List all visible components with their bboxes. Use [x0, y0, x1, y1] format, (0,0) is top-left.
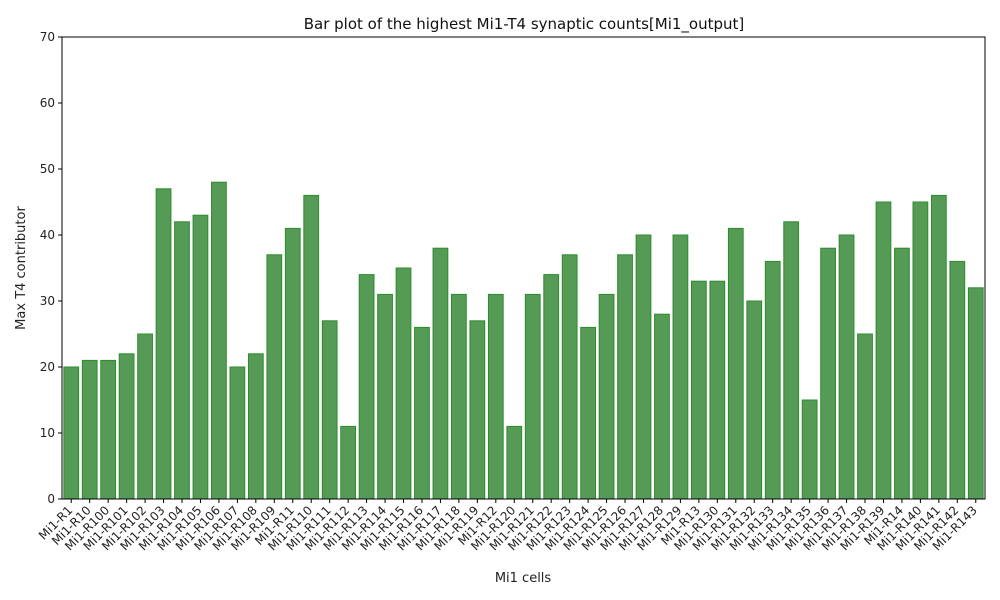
bar-Mi1-R134 [783, 221, 800, 500]
y-axis-label: Max T4 contributor [14, 206, 29, 330]
bar-Mi1-R126 [617, 254, 633, 500]
y-tick-label: 20 [40, 360, 55, 374]
bar-Mi1-R129 [672, 234, 689, 500]
bar-Mi1-R113 [358, 274, 375, 500]
bar-Mi1-R103 [155, 188, 172, 500]
bar-Mi1-R11 [284, 227, 301, 500]
y-tick-label: 10 [40, 426, 55, 440]
bar-Mi1-R121 [524, 293, 541, 500]
bar-Mi1-R131 [727, 227, 744, 500]
bar-Mi1-R114 [377, 293, 393, 500]
y-axis: 0 10 20 30 40 50 60 70 [40, 30, 62, 506]
bar-Mi1-R139 [875, 201, 892, 500]
bar-Mi1-R13 [690, 280, 707, 500]
y-tick-label: 30 [40, 294, 55, 308]
bar-Mi1-R101 [118, 353, 135, 500]
bar-Mi1-R108 [247, 353, 264, 500]
bar-Mi1-R141 [930, 194, 947, 500]
bar-Mi1-R112 [340, 425, 357, 500]
bar-Mi1-R117 [432, 247, 449, 500]
bar-Mi1-R135 [801, 399, 818, 500]
bar-Mi1-R102 [137, 333, 153, 500]
y-tick-label: 0 [47, 492, 55, 506]
bar-Mi1-R105 [192, 214, 209, 500]
bar-Mi1-R119 [469, 320, 486, 500]
bar-Mi1-R107 [229, 366, 246, 500]
bar-Mi1-R12 [487, 293, 504, 500]
x-axis: Mi1-R1Mi1-R10Mi1-R100Mi1-R101Mi1-R102Mi1… [36, 499, 980, 553]
bar-Mi1-R115 [395, 267, 412, 500]
bar-Mi1-R138 [857, 333, 873, 500]
chart-title: Bar plot of the highest Mi1-T4 synaptic … [304, 15, 745, 34]
bar-Mi1-R130 [709, 280, 726, 500]
bar-Mi1-R111 [321, 320, 338, 500]
bar-Mi1-R10 [81, 359, 98, 500]
bar-Mi1-R106 [211, 181, 227, 500]
plot-frame [61, 36, 986, 500]
bar-Mi1-R110 [303, 194, 320, 500]
bar-Mi1-R104 [174, 221, 190, 500]
y-tick-label: 50 [40, 162, 55, 176]
bar-Mi1-R14 [894, 247, 910, 500]
bar-Mi1-R123 [561, 254, 578, 500]
y-tick-label: 70 [40, 30, 55, 44]
bar-Mi1-R132 [746, 300, 763, 500]
bar-Mi1-R100 [100, 359, 117, 500]
bar-Mi1-R125 [598, 293, 615, 500]
bar-Mi1-R109 [266, 254, 283, 500]
bar-Mi1-R118 [451, 293, 467, 500]
bar-Mi1-R124 [580, 326, 596, 500]
bar-Mi1-R136 [820, 247, 836, 500]
bar-Mi1-R116 [414, 326, 430, 500]
x-axis-label: Mi1 cells [495, 571, 552, 586]
bars-group [63, 181, 984, 500]
bar-Mi1-R133 [764, 260, 781, 500]
bar-Mi1-R1 [63, 366, 80, 500]
bar-Mi1-R143 [967, 287, 984, 500]
bar-Mi1-R137 [838, 234, 855, 500]
bar-Mi1-R127 [635, 234, 652, 500]
bar-Mi1-R140 [912, 201, 929, 500]
bar-Mi1-R128 [654, 313, 670, 500]
bar-Mi1-R120 [506, 425, 523, 500]
y-tick-label: 40 [40, 228, 55, 242]
y-tick-label: 60 [40, 96, 55, 110]
bar-Mi1-R122 [543, 274, 560, 500]
bar-Mi1-R142 [949, 260, 966, 500]
